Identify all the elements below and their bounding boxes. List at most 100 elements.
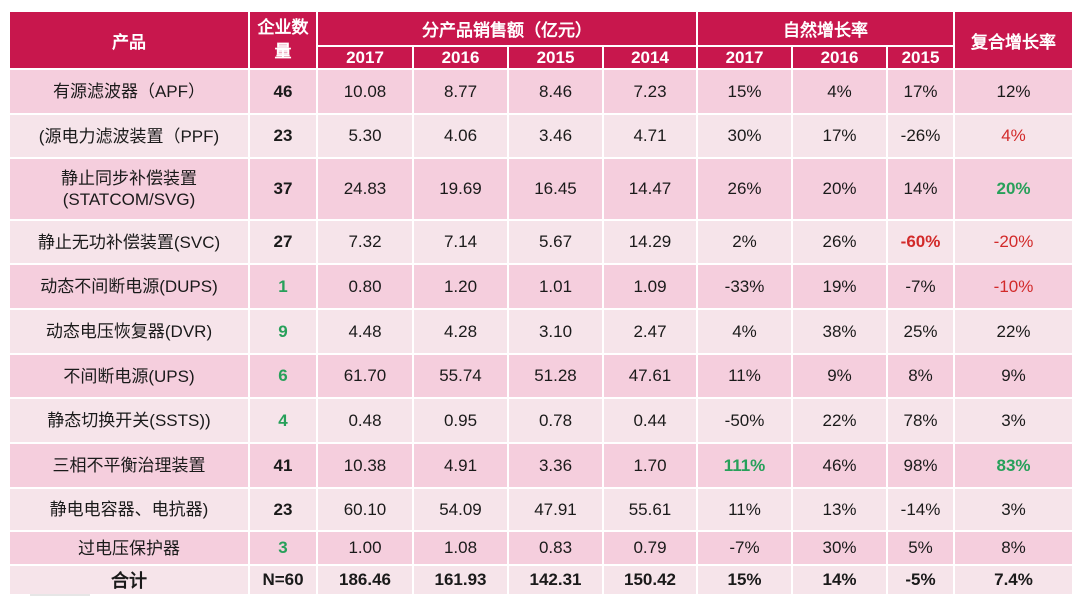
cagr: 83%	[953, 442, 1074, 489]
growth-2017: 2%	[696, 219, 793, 265]
growth-2016: 9%	[791, 353, 888, 399]
table-row: 有源滤波器（APF） 46 10.08 8.77 8.46 7.23 15% 4…	[8, 68, 1074, 115]
growth-2016: 22%	[791, 397, 888, 444]
growth-2015: 25%	[886, 308, 955, 355]
growth-2015: -7%	[886, 263, 955, 310]
growth-2016: 30%	[791, 530, 888, 566]
cagr: 12%	[953, 68, 1074, 115]
product-name: 静止无功补偿装置(SVC)	[8, 219, 250, 265]
cagr: -20%	[953, 219, 1074, 265]
growth-2015: 98%	[886, 442, 955, 489]
sales-2015: 51.28	[507, 353, 604, 399]
sales-2017: 24.83	[316, 157, 414, 221]
company-count: 6	[248, 353, 318, 399]
sales-2017: 60.10	[316, 487, 414, 532]
growth-2017: 11%	[696, 487, 793, 532]
cagr: -10%	[953, 263, 1074, 310]
sales-2016: 55.74	[412, 353, 509, 399]
product-name-line1: 静止同步补偿装置	[61, 169, 197, 188]
sales-2016: 4.91	[412, 442, 509, 489]
sales-2016: 0.95	[412, 397, 509, 444]
table-row: 三相不平衡治理装置 41 10.38 4.91 3.36 1.70 111% 4…	[8, 442, 1074, 489]
company-count: 37	[248, 157, 318, 221]
company-count: 41	[248, 442, 318, 489]
sales-2014: 0.79	[602, 530, 698, 566]
product-name: 三相不平衡治理装置	[8, 442, 250, 489]
header-sales-2016: 2016	[412, 45, 509, 70]
product-name: 静态切换开关(SSTS))	[8, 397, 250, 444]
growth-2015: -14%	[886, 487, 955, 532]
sales-2017: 10.38	[316, 442, 414, 489]
product-name: (源电力滤波装置（PPF)	[8, 113, 250, 159]
sales-2017: 7.32	[316, 219, 414, 265]
product-name: 不间断电源(UPS)	[8, 353, 250, 399]
sales-2014: 0.44	[602, 397, 698, 444]
sales-2017: 10.08	[316, 68, 414, 115]
sales-2015: 3.36	[507, 442, 604, 489]
growth-2015: 78%	[886, 397, 955, 444]
company-count: 46	[248, 68, 318, 115]
table-row: 静止无功补偿装置(SVC) 27 7.32 7.14 5.67 14.29 2%…	[8, 219, 1074, 265]
product-name: 有源滤波器（APF）	[8, 68, 250, 115]
product-name: 静电电容器、电抗器)	[8, 487, 250, 532]
sales-2017: 61.70	[316, 353, 414, 399]
growth-2016: 20%	[791, 157, 888, 221]
cagr: 3%	[953, 397, 1074, 444]
sales-2014: 1.70	[602, 442, 698, 489]
growth-2017: -7%	[696, 530, 793, 566]
growth-2016: 13%	[791, 487, 888, 532]
sales-2015: 3.46	[507, 113, 604, 159]
sales-2014: 14.47	[602, 157, 698, 221]
table-row: (源电力滤波装置（PPF) 23 5.30 4.06 3.46 4.71 30%…	[8, 113, 1074, 159]
growth-2016: 46%	[791, 442, 888, 489]
growth-2015: 17%	[886, 68, 955, 115]
header-cagr: 复合增长率	[953, 10, 1074, 70]
cagr: 9%	[953, 353, 1074, 399]
total-row: 合计 N=60 186.46 161.93 142.31 150.42 15% …	[8, 564, 1074, 596]
product-name: 动态不间断电源(DUPS)	[8, 263, 250, 310]
header-sales-group: 分产品销售额（亿元）	[316, 10, 698, 47]
sales-2015: 3.10	[507, 308, 604, 355]
total-sales-2014: 150.42	[602, 564, 698, 596]
growth-2017: 26%	[696, 157, 793, 221]
growth-2017: -50%	[696, 397, 793, 444]
product-name: 动态电压恢复器(DVR)	[8, 308, 250, 355]
header-company-count: 企业数量	[248, 10, 318, 70]
company-count: 27	[248, 219, 318, 265]
sales-2014: 14.29	[602, 219, 698, 265]
total-growth-2017: 15%	[696, 564, 793, 596]
total-label: 合计	[8, 564, 250, 596]
total-sales-2016: 161.93	[412, 564, 509, 596]
total-growth-2015: -5%	[886, 564, 955, 596]
growth-2015: -60%	[886, 219, 955, 265]
table-row: 静态切换开关(SSTS)) 4 0.48 0.95 0.78 0.44 -50%…	[8, 397, 1074, 444]
table-row: 静止同步补偿装置 (STATCOM/SVG) 37 24.83 19.69 16.…	[8, 157, 1074, 221]
sales-2016: 1.20	[412, 263, 509, 310]
company-count: 23	[248, 487, 318, 532]
sales-2014: 4.71	[602, 113, 698, 159]
sales-2016: 19.69	[412, 157, 509, 221]
growth-2017: 111%	[696, 442, 793, 489]
sales-2015: 47.91	[507, 487, 604, 532]
table-row: 动态电压恢复器(DVR) 9 4.48 4.28 3.10 2.47 4% 38…	[8, 308, 1074, 355]
header-growth-2015: 2015	[886, 45, 955, 70]
table-row: 静电电容器、电抗器) 23 60.10 54.09 47.91 55.61 11…	[8, 487, 1074, 532]
sales-2014: 55.61	[602, 487, 698, 532]
table-row: 过电压保护器 3 1.00 1.08 0.83 0.79 -7% 30% 5% …	[8, 530, 1074, 566]
total-sales-2017: 186.46	[316, 564, 414, 596]
growth-2016: 17%	[791, 113, 888, 159]
growth-2017: 4%	[696, 308, 793, 355]
company-count: 3	[248, 530, 318, 566]
header-company-count-label: 企业数量	[257, 18, 309, 61]
header-sales-2015: 2015	[507, 45, 604, 70]
header-growth-group: 自然增长率	[696, 10, 955, 47]
total-sales-2015: 142.31	[507, 564, 604, 596]
sales-2017: 1.00	[316, 530, 414, 566]
sales-2015: 16.45	[507, 157, 604, 221]
cagr: 3%	[953, 487, 1074, 532]
table-row: 动态不间断电源(DUPS) 1 0.80 1.20 1.01 1.09 -33%…	[8, 263, 1074, 310]
growth-2016: 19%	[791, 263, 888, 310]
sales-2016: 4.06	[412, 113, 509, 159]
header-sales-2017: 2017	[316, 45, 414, 70]
sales-2015: 5.67	[507, 219, 604, 265]
